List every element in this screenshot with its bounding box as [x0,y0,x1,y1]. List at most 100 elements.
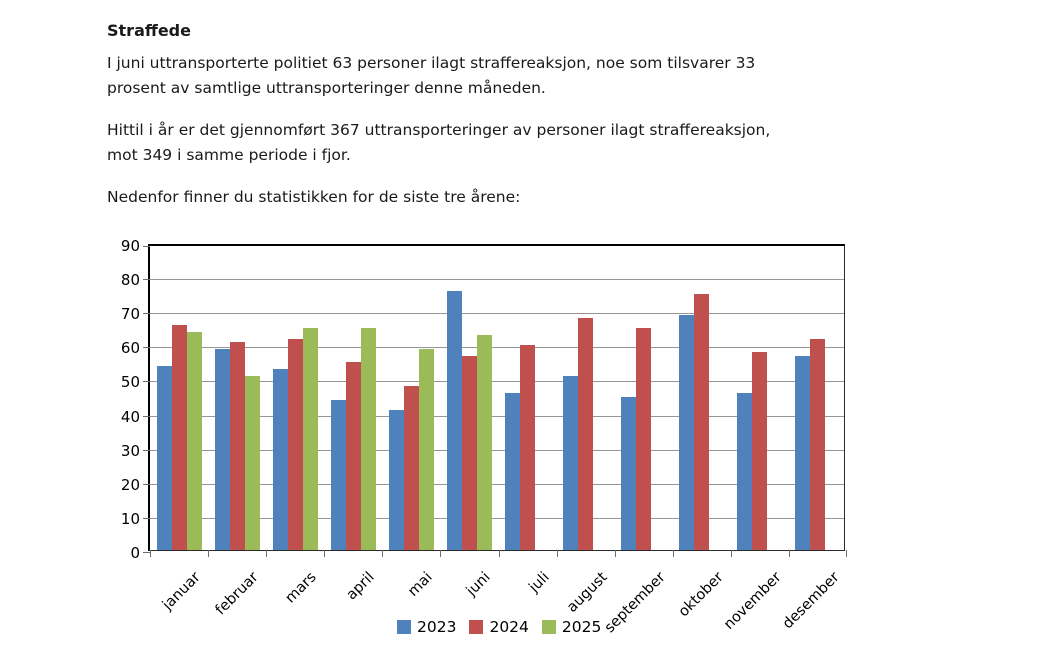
gridline-10 [150,517,844,519]
x-axis-tick-8 [614,550,616,557]
y-axis-tick-90 [143,246,150,247]
bar-2023-mars [272,369,288,550]
y-axis-tick-40 [143,415,150,417]
x-axis-tick-4 [382,550,384,557]
document-body: Straffede I juni uttransporterte politie… [107,20,987,210]
legend-label-2025: 2025 [561,618,602,636]
legend-label-2024: 2024 [489,618,529,636]
x-axis-tick-5 [440,550,442,557]
legend-swatch-2024 [469,620,484,634]
gridline-70 [150,313,844,315]
bar-chart: 0 10 20 30 40 50 60 70 80 90 januar februar mars apri… [0,232,1039,655]
x-axis-tick-0 [150,550,151,557]
legend-swatch-2023 [397,620,411,634]
bar-2024-desember [810,338,826,550]
gridline-80 [150,279,844,281]
bar-2025-juni [476,335,492,550]
x-axis-tick-6 [498,550,500,557]
y-axis-label-50: 50 [120,373,140,392]
bar-2023-oktober [679,314,695,550]
document-heading: Straffede [107,21,191,40]
gridline-60 [150,347,844,349]
x-axis-tick-7 [556,550,558,557]
x-axis-tick-10 [730,550,732,557]
legend-swatch-2025 [541,620,556,634]
x-axis-label-januar: januar [159,569,204,614]
bar-2024-september [636,328,652,550]
y-axis-tick-60 [143,347,150,349]
bar-group-september [615,246,673,550]
bar-2024-mars [287,338,303,550]
bar-2023-juli [505,393,521,550]
bar-2024-oktober [694,294,710,550]
x-axis-label-mai: mai [405,569,437,600]
bar-2024-juli [520,345,536,550]
gridline-40 [150,415,844,417]
legend-item-2025: 2025 [541,618,602,636]
bar-2025-januar [186,331,202,550]
bar-2024-august [578,318,594,550]
y-axis-label-20: 20 [120,475,140,494]
y-axis-label-60: 60 [120,339,140,358]
bar-2024-april [345,362,361,550]
x-axis-tick-3 [324,550,326,557]
x-axis-label-juni: juni [464,569,495,600]
x-axis-label-november: november [721,569,785,633]
bar-group-desember [789,246,847,550]
bar-2023-mai [388,410,404,550]
bar-group-april [324,246,382,550]
bar-2023-november [737,393,753,550]
paragraph-chart-intro: Nedenfor finner du statistikken for de s… [107,188,521,206]
bar-2024-februar [229,341,245,550]
x-axis-label-oktober: oktober [675,569,727,621]
bar-2023-september [621,396,637,550]
y-axis-tick-50 [143,381,150,383]
bar-2024-mai [403,386,419,550]
gridline-30 [150,449,844,451]
legend-label-2023: 2023 [417,618,457,636]
x-axis-tick-2 [266,550,268,557]
plot-area: 0 10 20 30 40 50 60 70 80 90 januar februar mars apri… [121,237,847,636]
bar-2024-november [752,352,768,550]
x-axis-label-september: september [601,569,669,637]
bar-2025-februar [244,376,260,550]
y-axis-label-10: 10 [120,509,140,528]
y-axis-tick-70 [143,313,150,315]
x-axis-label-mars: mars [282,569,320,607]
x-axis-tick-12 [846,550,847,557]
y-axis-label-40: 40 [120,407,140,426]
gridline-20 [150,483,844,485]
y-axis-tick-80 [143,279,150,281]
bar-2025-mai [418,348,434,550]
bar-2023-desember [795,355,811,550]
y-axis-label-30: 30 [120,441,140,460]
x-axis-label-februar: februar [212,569,262,619]
bar-2023-april [330,399,346,550]
bar-group-oktober [673,246,731,550]
bar-2024-juni [461,355,477,550]
y-axis-label-90: 90 [120,237,140,255]
bar-group-mai [382,246,440,550]
bar-group-november [731,246,789,550]
bar-group-juni [440,246,498,550]
bar-group-mars [266,246,324,550]
paragraph-ytd-stats: Hittil i år er det gjennomført 367 uttra… [107,121,771,164]
chart-legend: 2023 2024 2025 [397,618,601,636]
bar-2023-februar [214,348,230,550]
bar-2023-januar [156,365,172,550]
x-axis-tick-1 [208,550,210,557]
y-axis-label-70: 70 [120,305,140,324]
y-axis-label-0: 0 [130,544,140,562]
bar-group-januar [150,246,208,550]
x-axis-tick-11 [788,550,790,557]
x-axis-label-juli: juli [525,569,553,596]
bar-group-august [557,246,615,550]
legend-item-2024: 2024 [469,618,529,636]
x-axis-label-august: august [563,569,611,616]
bar-2023-august [563,376,579,550]
y-axis-tick-10 [143,517,150,519]
y-axis-label-80: 80 [120,271,140,290]
bar-2025-mars [302,328,318,550]
y-axis-tick-30 [143,449,150,451]
x-axis-tick-9 [672,550,674,557]
